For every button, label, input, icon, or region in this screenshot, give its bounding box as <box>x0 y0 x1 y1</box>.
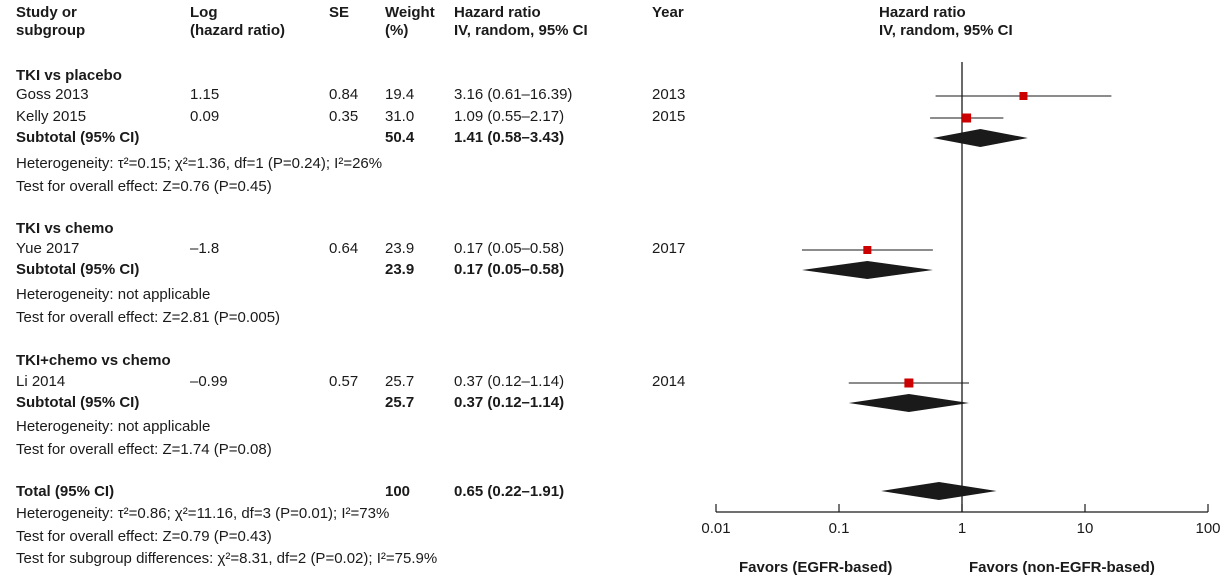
study-year: 2014 <box>652 373 686 390</box>
subtotal-weight: 23.9 <box>385 261 415 278</box>
study-hr: 0.37 (0.12–1.14) <box>454 373 565 390</box>
overall-effect-text: Test for overall effect: Z=0.76 (P=0.45) <box>16 178 272 195</box>
study-se: 0.57 <box>329 373 359 390</box>
study-weight: 31.0 <box>385 108 415 125</box>
subtotal-label: Subtotal (95% CI) <box>16 261 140 278</box>
study-year: 2017 <box>652 240 686 257</box>
header-weight: Weight (%) <box>385 4 435 39</box>
overall-effect-text: Test for overall effect: Z=1.74 (P=0.08) <box>16 441 272 458</box>
total-weight: 100 <box>385 483 411 500</box>
subtotal-weight: 25.7 <box>385 394 415 411</box>
x-tick-label: 0.01 <box>701 520 730 537</box>
subtotal-label: Subtotal (95% CI) <box>16 129 140 146</box>
study-name: Goss 2013 <box>16 86 89 103</box>
subgroup-differences-text: Test for subgroup differences: χ²=8.31, … <box>16 550 438 567</box>
study-log: –0.99 <box>190 373 228 390</box>
study-year: 2013 <box>652 86 686 103</box>
study-name: Li 2014 <box>16 373 66 390</box>
x-tick-label: 0.1 <box>829 520 850 537</box>
subtotal-hr: 1.41 (0.58–3.43) <box>454 129 565 146</box>
group-title: TKI vs placebo <box>16 67 122 84</box>
study-se: 0.64 <box>329 240 359 257</box>
study-name: Kelly 2015 <box>16 108 87 125</box>
total-heterogeneity-text: Heterogeneity: τ²=0.86; χ²=11.16, df=3 (… <box>16 505 390 522</box>
header-study: Study or subgroup <box>16 4 86 39</box>
study-weight: 23.9 <box>385 240 415 257</box>
study-marker <box>1019 92 1028 100</box>
study-marker <box>962 113 972 123</box>
x-tick-label: 10 <box>1077 520 1094 537</box>
study-hr: 1.09 (0.55–2.17) <box>454 108 565 125</box>
header-year: Year <box>652 4 684 21</box>
header-plot: Hazard ratio IV, random, 95% CI <box>879 4 1013 39</box>
pooled-diamond <box>932 129 1028 147</box>
total-overall-effect-text: Test for overall effect: Z=0.79 (P=0.43) <box>16 528 272 545</box>
subtotal-weight: 50.4 <box>385 129 415 146</box>
study-weight: 19.4 <box>385 86 415 103</box>
study-log: 0.09 <box>190 108 220 125</box>
study-year: 2015 <box>652 108 686 125</box>
favors-right-label: Favors (non-EGFR-based) <box>969 559 1155 576</box>
group-title: TKI vs chemo <box>16 220 114 237</box>
subtotal-hr: 0.17 (0.05–0.58) <box>454 261 565 278</box>
study-log: 1.15 <box>190 86 220 103</box>
study-marker <box>904 378 914 388</box>
pooled-diamond <box>848 394 969 412</box>
header-se: SE <box>329 4 350 21</box>
study-marker <box>863 246 872 254</box>
subtotal-label: Subtotal (95% CI) <box>16 394 140 411</box>
favors-left-label: Favors (EGFR-based) <box>739 559 893 576</box>
pooled-diamond <box>801 261 933 279</box>
x-tick-label: 1 <box>958 520 966 537</box>
total-hr: 0.65 (0.22–1.91) <box>454 483 565 500</box>
heterogeneity-text: Heterogeneity: τ²=0.15; χ²=1.36, df=1 (P… <box>16 155 383 172</box>
x-tick-label: 100 <box>1195 520 1220 537</box>
total-label: Total (95% CI) <box>16 483 115 500</box>
study-name: Yue 2017 <box>16 240 80 257</box>
study-hr: 0.17 (0.05–0.58) <box>454 240 565 257</box>
header-hazard-ratio: Hazard ratio IV, random, 95% CI <box>454 4 588 39</box>
overall-effect-text: Test for overall effect: Z=2.81 (P=0.005… <box>16 309 281 326</box>
group-title: TKI+chemo vs chemo <box>16 352 171 369</box>
header-log: Log (hazard ratio) <box>190 4 286 39</box>
heterogeneity-text: Heterogeneity: not applicable <box>16 418 211 435</box>
subtotal-hr: 0.37 (0.12–1.14) <box>454 394 565 411</box>
study-weight: 25.7 <box>385 373 415 390</box>
study-hr: 3.16 (0.61–16.39) <box>454 86 573 103</box>
heterogeneity-text: Heterogeneity: not applicable <box>16 286 211 303</box>
pooled-diamond <box>881 482 997 500</box>
study-log: –1.8 <box>190 240 220 257</box>
study-se: 0.84 <box>329 86 359 103</box>
study-se: 0.35 <box>329 108 359 125</box>
